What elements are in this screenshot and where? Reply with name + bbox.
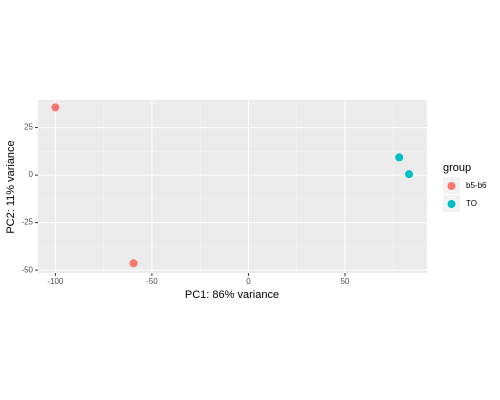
x-axis-title: PC1: 86% variance (185, 289, 279, 301)
y-axis-title: PC2: 11% variance (5, 140, 17, 233)
y-tick-label: 25 (24, 123, 33, 132)
legend-label: TO (466, 199, 477, 208)
y-tick-label: -50 (21, 265, 33, 274)
x-tick-label: -100 (47, 277, 64, 286)
x-tick-label: 50 (340, 277, 349, 286)
point (395, 153, 404, 162)
y-tick-label: -25 (21, 218, 33, 227)
x-tick-label: 0 (246, 277, 251, 286)
point (405, 170, 414, 179)
panel (38, 100, 427, 273)
y-tick-label: 0 (29, 170, 34, 179)
point (51, 103, 60, 112)
point (129, 259, 138, 268)
legend-title: group (443, 162, 471, 174)
legend-key (447, 200, 456, 208)
legend-key (447, 182, 456, 190)
legend-label: b5-b6 (466, 181, 487, 190)
x-tick-label: -50 (146, 277, 158, 286)
